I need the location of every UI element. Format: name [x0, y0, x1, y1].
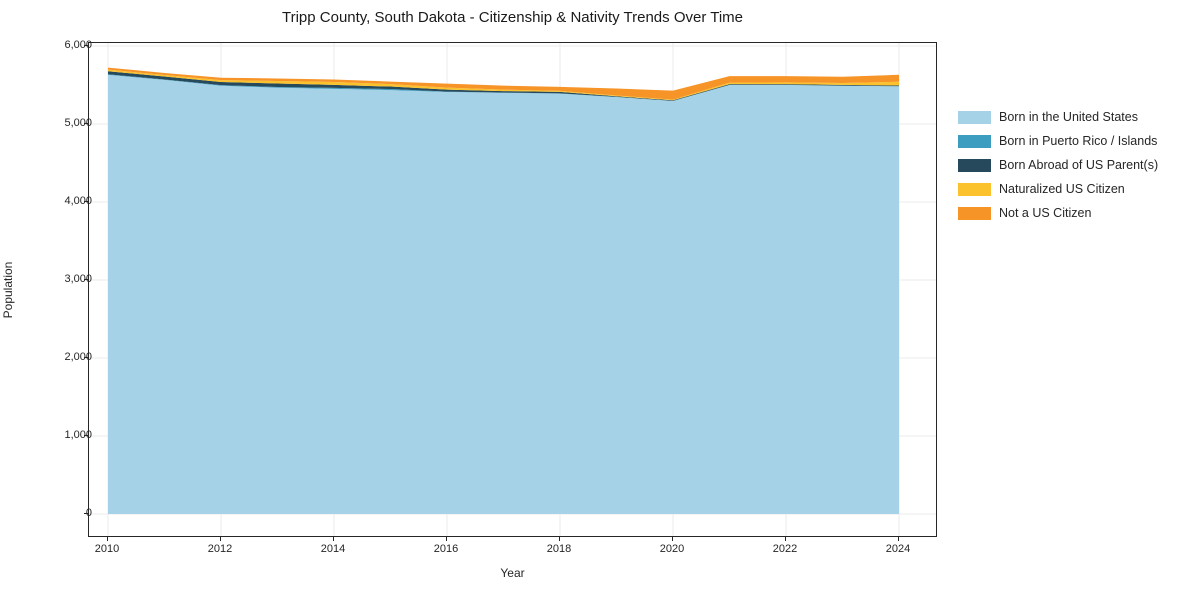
legend: Born in the United States Born in Puerto … — [958, 110, 1158, 220]
y-tick-label: 5,000 — [64, 117, 92, 129]
area-series-0 — [108, 74, 899, 515]
y-tick-label: 6,000 — [64, 39, 92, 51]
y-tick-mark — [84, 513, 88, 514]
legend-label: Not a US Citizen — [999, 206, 1092, 220]
legend-swatch-icon — [958, 206, 991, 220]
y-axis-label: Population — [1, 261, 15, 319]
legend-item-4: Not a US Citizen — [958, 206, 1158, 220]
legend-swatch-icon — [958, 158, 991, 172]
area-series-2 — [108, 71, 899, 101]
x-tick-label: 2010 — [94, 543, 120, 555]
x-tick-label: 2014 — [320, 543, 346, 555]
x-tick-mark — [785, 537, 786, 541]
x-tick-mark — [220, 537, 221, 541]
x-tick-mark — [333, 537, 334, 541]
y-tick-mark — [84, 45, 88, 46]
x-tick-label: 2024 — [885, 543, 911, 555]
legend-label: Naturalized US Citizen — [999, 182, 1125, 196]
x-tick-label: 2022 — [772, 543, 798, 555]
legend-item-0: Born in the United States — [958, 110, 1158, 124]
x-axis-label: Year — [500, 566, 525, 580]
x-tick-label: 2018 — [546, 543, 572, 555]
y-tick-label: 1,000 — [64, 429, 92, 441]
legend-label: Born Abroad of US Parent(s) — [999, 158, 1159, 172]
legend-swatch-icon — [958, 134, 991, 148]
legend-swatch-icon — [958, 110, 991, 124]
legend-swatch-icon — [958, 182, 991, 196]
y-tick-label: 0 — [85, 507, 92, 519]
y-tick-mark — [84, 357, 88, 358]
x-tick-mark — [446, 537, 447, 541]
x-tick-mark — [559, 537, 560, 541]
y-tick-mark — [84, 201, 88, 202]
legend-label: Born in the United States — [999, 110, 1138, 124]
y-tick-mark — [84, 279, 88, 280]
y-tick-label: 2,000 — [64, 351, 92, 363]
y-tick-label: 4,000 — [64, 195, 92, 207]
x-tick-mark — [107, 537, 108, 541]
x-tick-label: 2016 — [433, 543, 459, 555]
x-tick-label: 2020 — [659, 543, 685, 555]
x-tick-mark — [898, 537, 899, 541]
x-tick-mark — [672, 537, 673, 541]
y-tick-label: 3,000 — [64, 273, 92, 285]
legend-item-3: Naturalized US Citizen — [958, 182, 1158, 196]
y-tick-mark — [84, 123, 88, 124]
x-tick-label: 2012 — [207, 543, 233, 555]
legend-label: Born in Puerto Rico / Islands — [999, 134, 1158, 148]
legend-item-1: Born in Puerto Rico / Islands — [958, 134, 1158, 148]
stacked-area-chart — [89, 43, 936, 536]
y-tick-mark — [84, 435, 88, 436]
plot-area — [88, 42, 937, 537]
chart-title: Tripp County, South Dakota - Citizenship… — [281, 9, 743, 26]
legend-item-2: Born Abroad of US Parent(s) — [958, 158, 1158, 172]
